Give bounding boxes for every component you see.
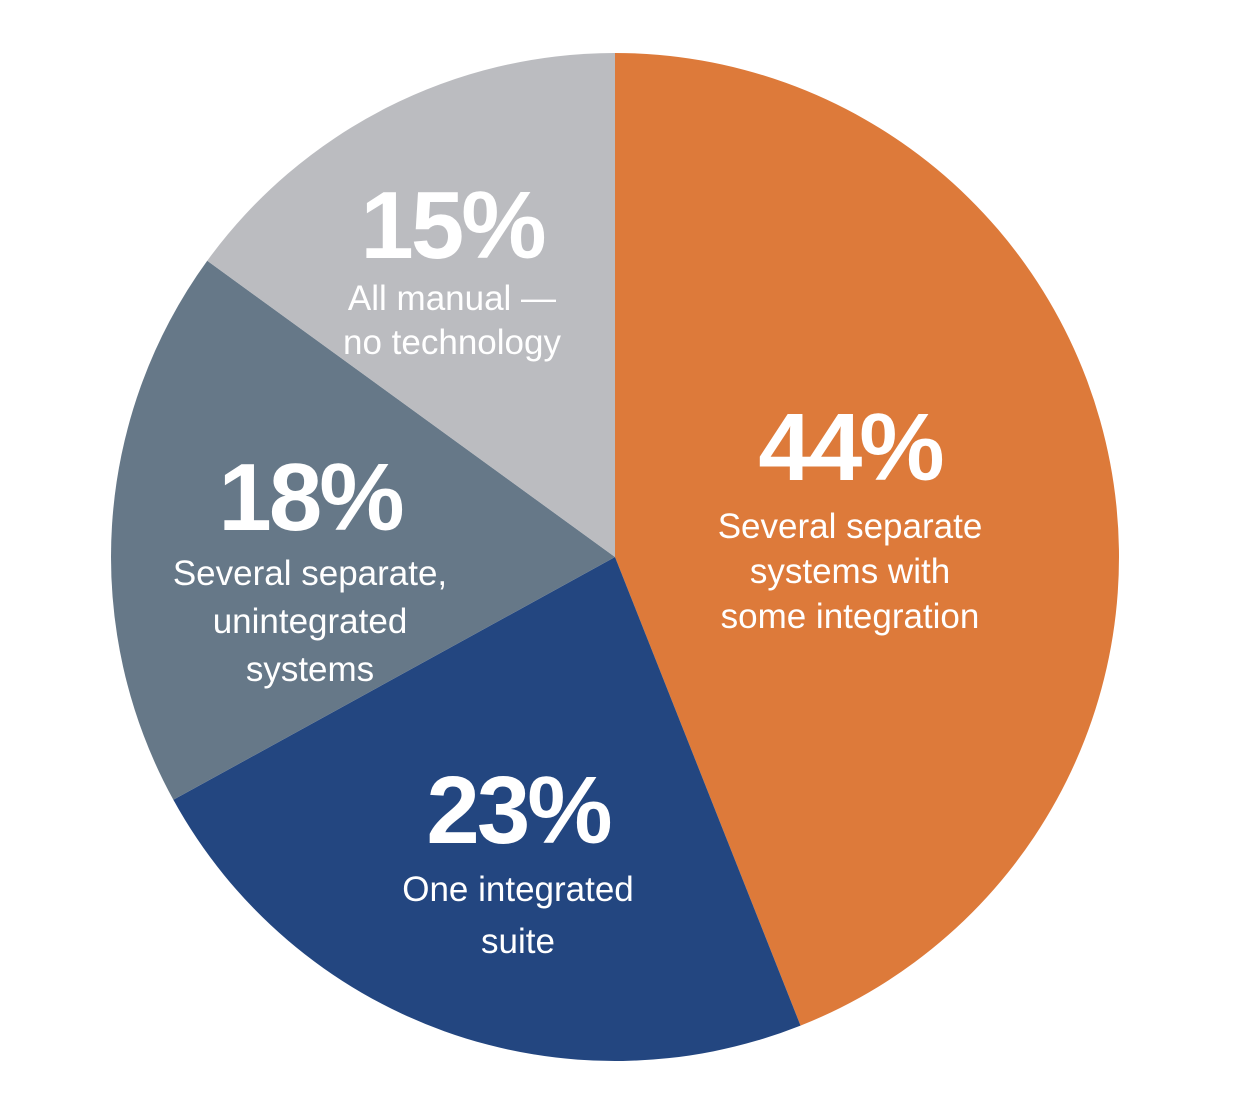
pie-labels: 44% Several separate systems with some inte… [173, 172, 982, 961]
slice-percent-label: 23% [426, 757, 610, 864]
slice-description-label: All manual — [348, 279, 556, 318]
slice-percent-label: 15% [360, 172, 544, 279]
pie-slice-3 [207, 52, 615, 557]
slice-description-label: Several separate, [173, 554, 447, 593]
slice-description-label: suite [481, 922, 555, 961]
slice-description-label: systems [246, 650, 374, 689]
slice-description-label: Several separate [718, 507, 983, 546]
slice-description-label: no technology [343, 323, 561, 362]
slice-description-label: unintegrated [213, 602, 408, 641]
pie-slice-1 [173, 557, 801, 1061]
slice-percent-label: 44% [758, 394, 942, 501]
pie-slice-2 [110, 260, 615, 800]
slice-description-label: systems with [750, 552, 950, 591]
slice-percent-label: 18% [218, 444, 402, 551]
pie-slices [110, 52, 1120, 1061]
slice-description-label: some integration [721, 597, 980, 636]
pie-slice-0 [615, 53, 1120, 1026]
slice-description-label: One integrated [402, 870, 634, 909]
